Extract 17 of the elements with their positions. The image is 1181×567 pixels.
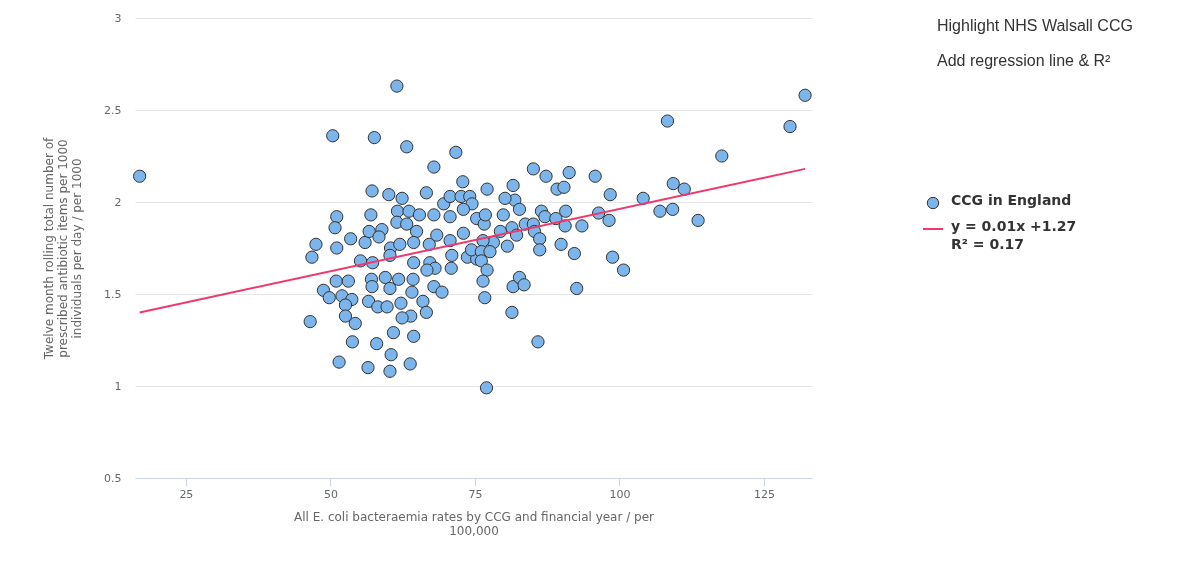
x-tick-label: 50	[323, 487, 338, 501]
y-tick-label: 2	[114, 195, 122, 209]
x-tick-label: 75	[468, 487, 483, 501]
x-tick-label: 25	[179, 487, 194, 501]
y-tick-label: 3	[114, 11, 122, 25]
legend-label: CCG in England	[951, 192, 1072, 208]
x-tick-label: 125	[754, 487, 776, 501]
legend-label: y = 0.01x +1.27 R² = 0.17	[951, 218, 1077, 252]
y-tick-label: 2.5	[104, 103, 122, 117]
text: Add regression line & R²	[937, 52, 1112, 69]
text: Highlight NHS Walsall CCG	[937, 17, 1133, 34]
y-tick-label: 1.5	[104, 287, 122, 301]
y-tick-label: 0.5	[104, 471, 122, 485]
y-tick-label: 1	[114, 379, 122, 393]
x-axis-title: All E. coli bacteraemia rates by CCG and financial year / per 100,000	[293, 509, 655, 538]
y-axis-title: Twelve month rolling total number of prescribed antibiotic items per 1000 individuals per day / per 1000	[42, 137, 85, 361]
x-tick-label: 100	[609, 487, 631, 501]
